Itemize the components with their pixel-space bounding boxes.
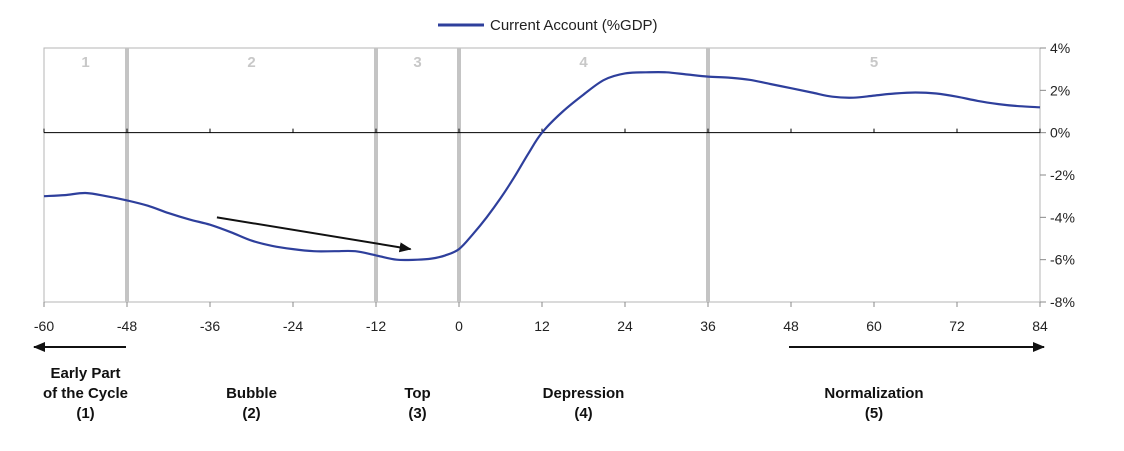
phase-number: 5	[870, 54, 878, 71]
y-tick-label: 4%	[1050, 40, 1070, 56]
x-tick-label: 48	[783, 318, 799, 334]
phase-number: 3	[413, 54, 421, 71]
phase-label-line: of the Cycle	[43, 385, 128, 402]
plot-frame	[43, 47, 1041, 303]
phase-label-line: Normalization	[824, 385, 923, 402]
phase-number: 4	[579, 54, 588, 71]
phase-label-line: (5)	[865, 405, 883, 422]
phase-label-line: Depression	[543, 385, 625, 402]
x-tick-label: -48	[117, 318, 137, 334]
x-tick-label: 0	[455, 318, 463, 334]
phase-label-line: Early Part	[50, 365, 120, 382]
phase-number: 1	[81, 54, 89, 71]
x-tick-label: 24	[617, 318, 633, 334]
x-tick-label: 36	[700, 318, 716, 334]
x-tick-label: 72	[949, 318, 965, 334]
phase-labels: Early Part of the Cycle (1) Bubble (2) Top (3)…	[43, 365, 924, 422]
x-tick-label: 60	[866, 318, 882, 334]
y-tick-label: -4%	[1050, 209, 1075, 225]
x-axis: -60 -48 -36 -24 -12 0 12 24 36 48 60 72 84	[34, 128, 1048, 334]
y-tick-label: -6%	[1050, 252, 1075, 268]
legend: Current Account (%GDP)	[438, 17, 658, 34]
current-account-line	[43, 71, 1041, 262]
legend-label: Current Account (%GDP)	[490, 17, 658, 34]
y-tick-label: -8%	[1050, 294, 1075, 310]
phase-label-line: (4)	[574, 405, 592, 422]
x-tick-label: -12	[366, 318, 386, 334]
y-tick-label: 2%	[1050, 82, 1070, 98]
phase-label-line: (2)	[242, 405, 260, 422]
x-tick-label: -60	[34, 318, 54, 334]
phase-number: 2	[247, 54, 255, 71]
phase-label-line: (3)	[408, 405, 426, 422]
phase-dividers	[125, 48, 710, 302]
phase-numbers: 1 2 3 4 5	[81, 54, 878, 71]
phase-label-line: Bubble	[226, 385, 277, 402]
trend-arrow	[216, 216, 412, 253]
y-tick-label: 0%	[1050, 125, 1070, 141]
x-tick-label: -36	[200, 318, 220, 334]
x-tick-label: -24	[283, 318, 303, 334]
x-tick-label: 84	[1032, 318, 1048, 334]
annotation-arrows	[216, 216, 412, 253]
y-tick-label: -2%	[1050, 167, 1075, 183]
x-tick-label: 12	[534, 318, 550, 334]
y-axis: 4% 2% 0% -2% -4% -6% -8%	[1040, 40, 1075, 310]
phase-label-line: Top	[404, 385, 430, 402]
phase-label-line: (1)	[76, 405, 94, 422]
